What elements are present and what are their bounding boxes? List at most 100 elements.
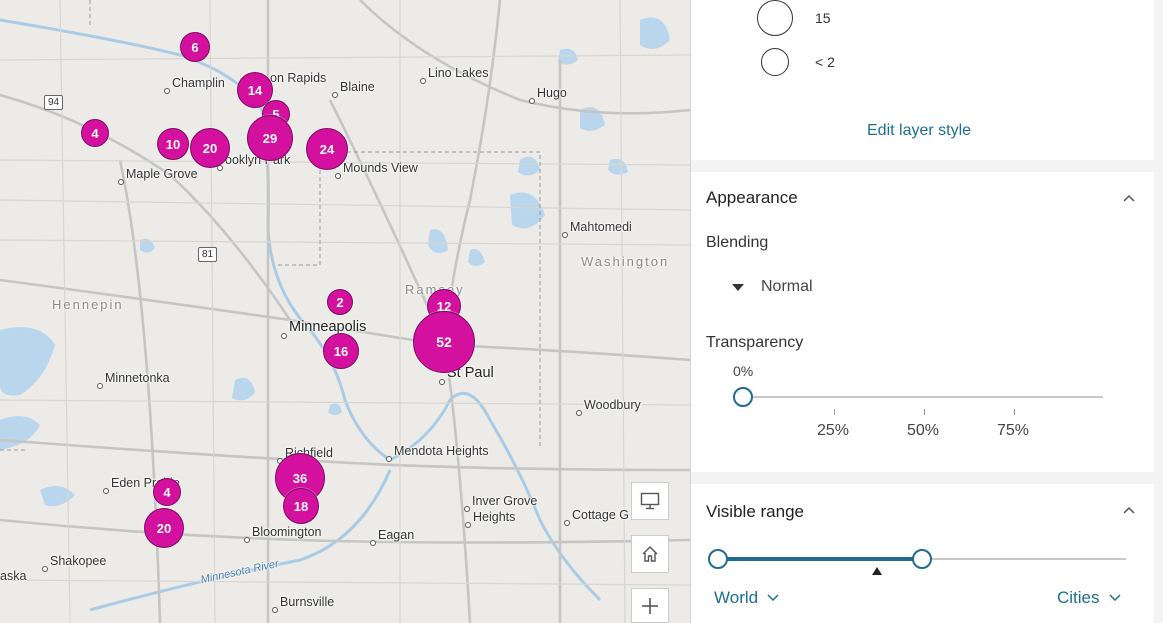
place-label: Burnsville (280, 595, 335, 609)
max-scale-value: Cities (1057, 588, 1100, 607)
cluster-marker[interactable]: 52 (413, 311, 475, 373)
caret-down-icon (732, 284, 744, 291)
place-label: Hugo (537, 86, 567, 100)
cluster-marker[interactable]: 24 (306, 128, 348, 170)
plus-icon (642, 597, 658, 614)
region-label: Washington (581, 254, 670, 269)
place-dot (42, 566, 48, 572)
place-dot (564, 520, 570, 526)
place-dot (103, 488, 109, 494)
place-label: Minnetonka (105, 371, 170, 385)
cluster-marker[interactable]: 2 (327, 289, 353, 315)
current-scale-marker (872, 567, 883, 575)
blending-label: Blending (706, 234, 769, 251)
min-scale-value: World (714, 588, 759, 607)
place-label: aska (0, 569, 27, 583)
place-label: Mahtomedi (570, 220, 632, 234)
slider-tick (924, 409, 925, 415)
appearance-card: Appearance Blending Normal Transparency … (691, 172, 1154, 472)
slider-tick (1014, 409, 1015, 415)
cluster-marker[interactable]: 14 (237, 72, 273, 108)
place-dot (370, 540, 376, 546)
blending-select[interactable]: Normal (731, 278, 813, 296)
cluster-marker[interactable]: 6 (180, 32, 210, 62)
max-scale-select[interactable]: Cities (1057, 588, 1122, 608)
cluster-marker[interactable]: 10 (157, 128, 189, 160)
transparency-slider-handle[interactable] (733, 387, 753, 407)
visible-range-card: Visible range World Cities (691, 484, 1154, 623)
slider-tick (834, 409, 835, 415)
legend-circle-large (757, 0, 793, 36)
place-label: Mounds View (343, 161, 418, 175)
legend-label-large: 15 (815, 10, 831, 26)
cluster-marker[interactable]: 18 (283, 488, 319, 524)
appearance-title[interactable]: Appearance (706, 188, 798, 207)
cluster-marker[interactable]: 29 (247, 115, 293, 161)
zoom-in-button[interactable] (631, 588, 669, 623)
transparency-label: Transparency (706, 334, 804, 351)
place-label: Inver Grove (472, 494, 538, 508)
default-extent-button[interactable] (631, 535, 669, 573)
place-label: Woodbury (584, 398, 641, 412)
place-dot (118, 179, 124, 185)
place-dot (420, 78, 426, 84)
place-label: Mendota Heights (394, 444, 489, 458)
toggle-screen-size-button[interactable] (631, 482, 669, 520)
chevron-up-icon[interactable] (1122, 192, 1136, 206)
place-label: Champlin (172, 76, 225, 90)
legend-row-small: < 2 (761, 48, 835, 76)
place-label: Eagan (378, 528, 415, 542)
place-label: Cottage G (572, 508, 629, 522)
transparency-value: 0% (733, 363, 754, 379)
home-icon (642, 546, 658, 562)
blending-value: Normal (761, 278, 813, 295)
place-label: Blaine (340, 80, 375, 94)
monitor-icon (640, 492, 660, 510)
place-dot (272, 607, 278, 613)
place-dot (244, 537, 250, 543)
place-label: Minneapolis (289, 319, 367, 335)
place-dot (335, 173, 341, 179)
visible-range-min-handle[interactable] (708, 549, 728, 569)
place-dot (332, 92, 338, 98)
place-dot (576, 410, 582, 416)
transparency-slider-track[interactable] (743, 396, 1103, 398)
place-label: Lino Lakes (428, 66, 489, 80)
place-dot (562, 232, 568, 238)
place-label: Maple Grove (126, 167, 198, 181)
region-label: Hennepin (52, 297, 124, 312)
min-scale-select[interactable]: World (714, 588, 780, 608)
chevron-up-icon[interactable] (1122, 504, 1136, 518)
place-label: Heights (473, 510, 516, 524)
slider-tick-label: 25% (817, 422, 850, 439)
visible-range-title[interactable]: Visible range (706, 502, 804, 521)
place-dot (217, 165, 223, 171)
chevron-down-icon (1108, 594, 1121, 602)
cluster-marker[interactable]: 4 (153, 478, 181, 506)
cluster-marker[interactable]: 20 (144, 508, 184, 548)
place-label: on Rapids (270, 71, 327, 85)
chevron-down-icon (767, 594, 779, 602)
place-dot (465, 522, 471, 528)
highway-shield: 81 (198, 247, 218, 262)
symbology-card: 15 < 2 Edit layer style (691, 0, 1154, 160)
slider-tick-label: 50% (907, 422, 940, 439)
visible-range-max-handle[interactable] (912, 549, 932, 569)
cluster-marker[interactable]: 16 (323, 333, 359, 369)
place-dot (386, 456, 392, 462)
place-label: Shakopee (50, 554, 107, 568)
slider-tick-label: 75% (997, 422, 1030, 439)
place-dot (529, 98, 535, 104)
place-dot (97, 383, 103, 389)
cluster-marker[interactable]: 20 (190, 128, 230, 168)
cluster-marker[interactable]: 4 (81, 119, 109, 147)
edit-layer-style-link[interactable]: Edit layer style (867, 122, 972, 139)
place-dot (281, 333, 287, 339)
place-label: Bloomington (252, 525, 322, 539)
place-dot (464, 506, 470, 512)
visible-range-fill (718, 557, 922, 561)
place-dot (439, 379, 445, 385)
legend-label-small: < 2 (815, 54, 835, 70)
place-dot (164, 88, 170, 94)
map-view[interactable]: Champlin on Rapids Blaine Lino Lakes Hugo Map… (0, 0, 690, 623)
